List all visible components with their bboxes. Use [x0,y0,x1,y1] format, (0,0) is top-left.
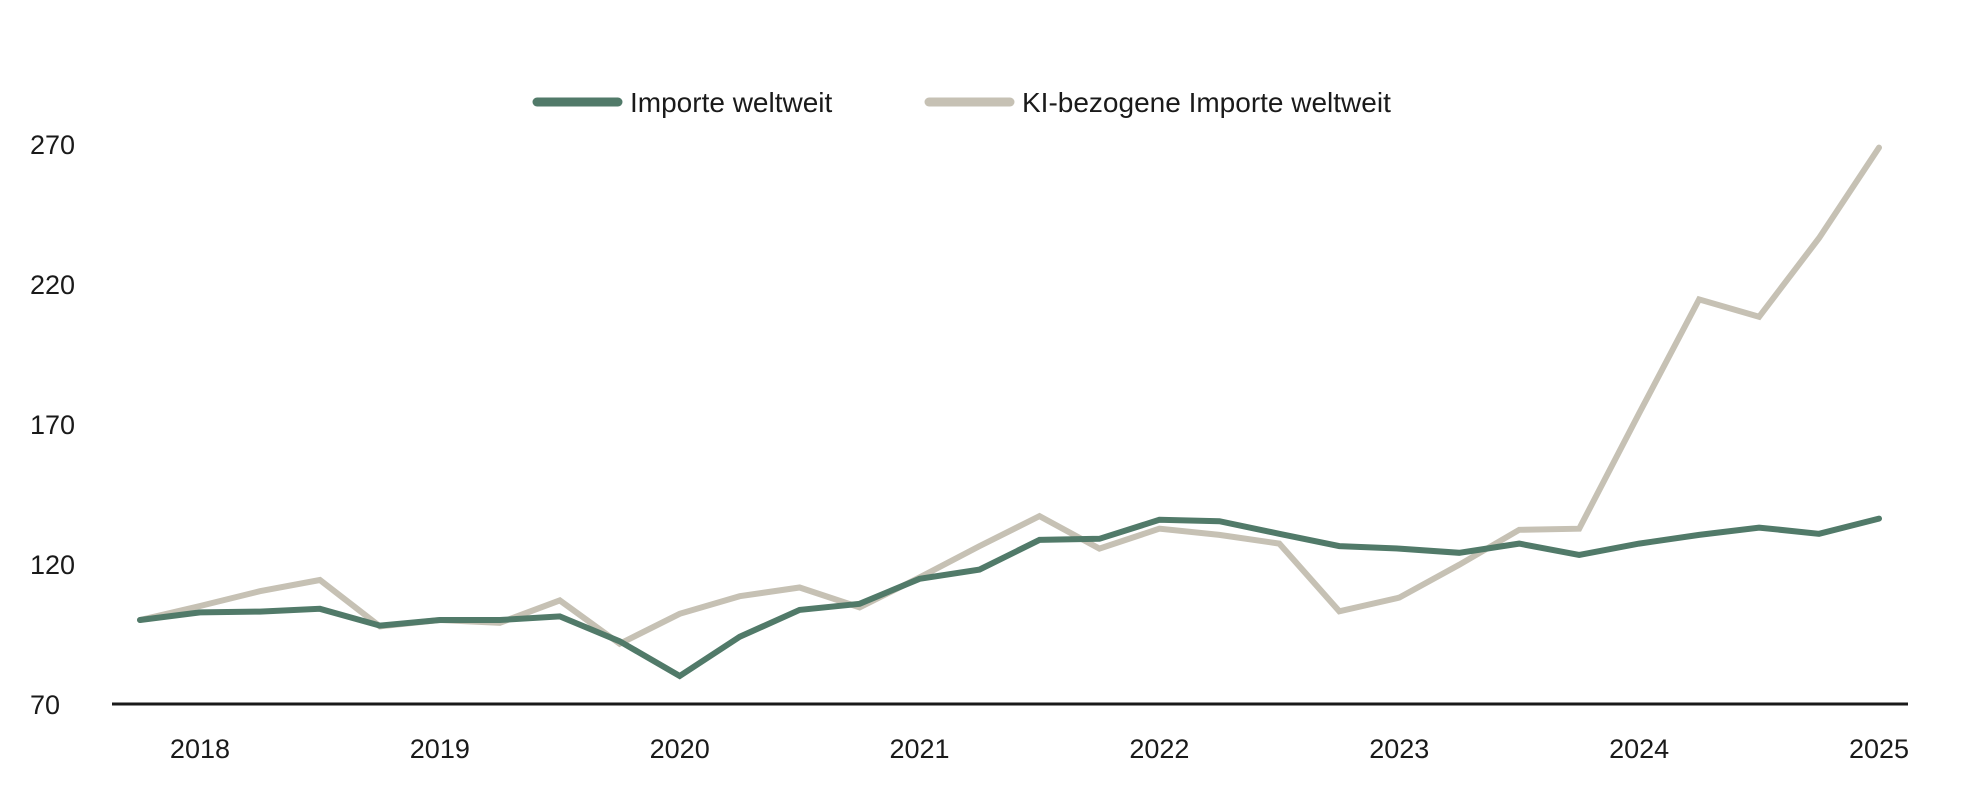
y-tick-label: 70 [30,690,60,720]
x-tick-label: 2025 [1849,734,1909,764]
legend: Importe weltweit KI-bezogene Importe wel… [532,87,1391,118]
x-tick-label: 2019 [410,734,470,764]
series-line-importe [137,515,1882,680]
x-tick-label: 2021 [890,734,950,764]
y-tick-label: 270 [30,130,75,160]
y-tick-label: 120 [30,550,75,580]
x-tick-label: 2020 [650,734,710,764]
y-tick-label: 220 [30,270,75,300]
legend-label-ki-importe: KI-bezogene Importe weltweit [1022,87,1391,118]
x-tick-label: 2018 [170,734,230,764]
x-tick-label: 2022 [1129,734,1189,764]
legend-label-importe: Importe weltweit [630,87,833,118]
x-tick-label: 2024 [1609,734,1669,764]
series-line-ki-importe [137,144,1882,648]
y-tick-label: 170 [30,410,75,440]
x-tick-label: 2023 [1369,734,1429,764]
